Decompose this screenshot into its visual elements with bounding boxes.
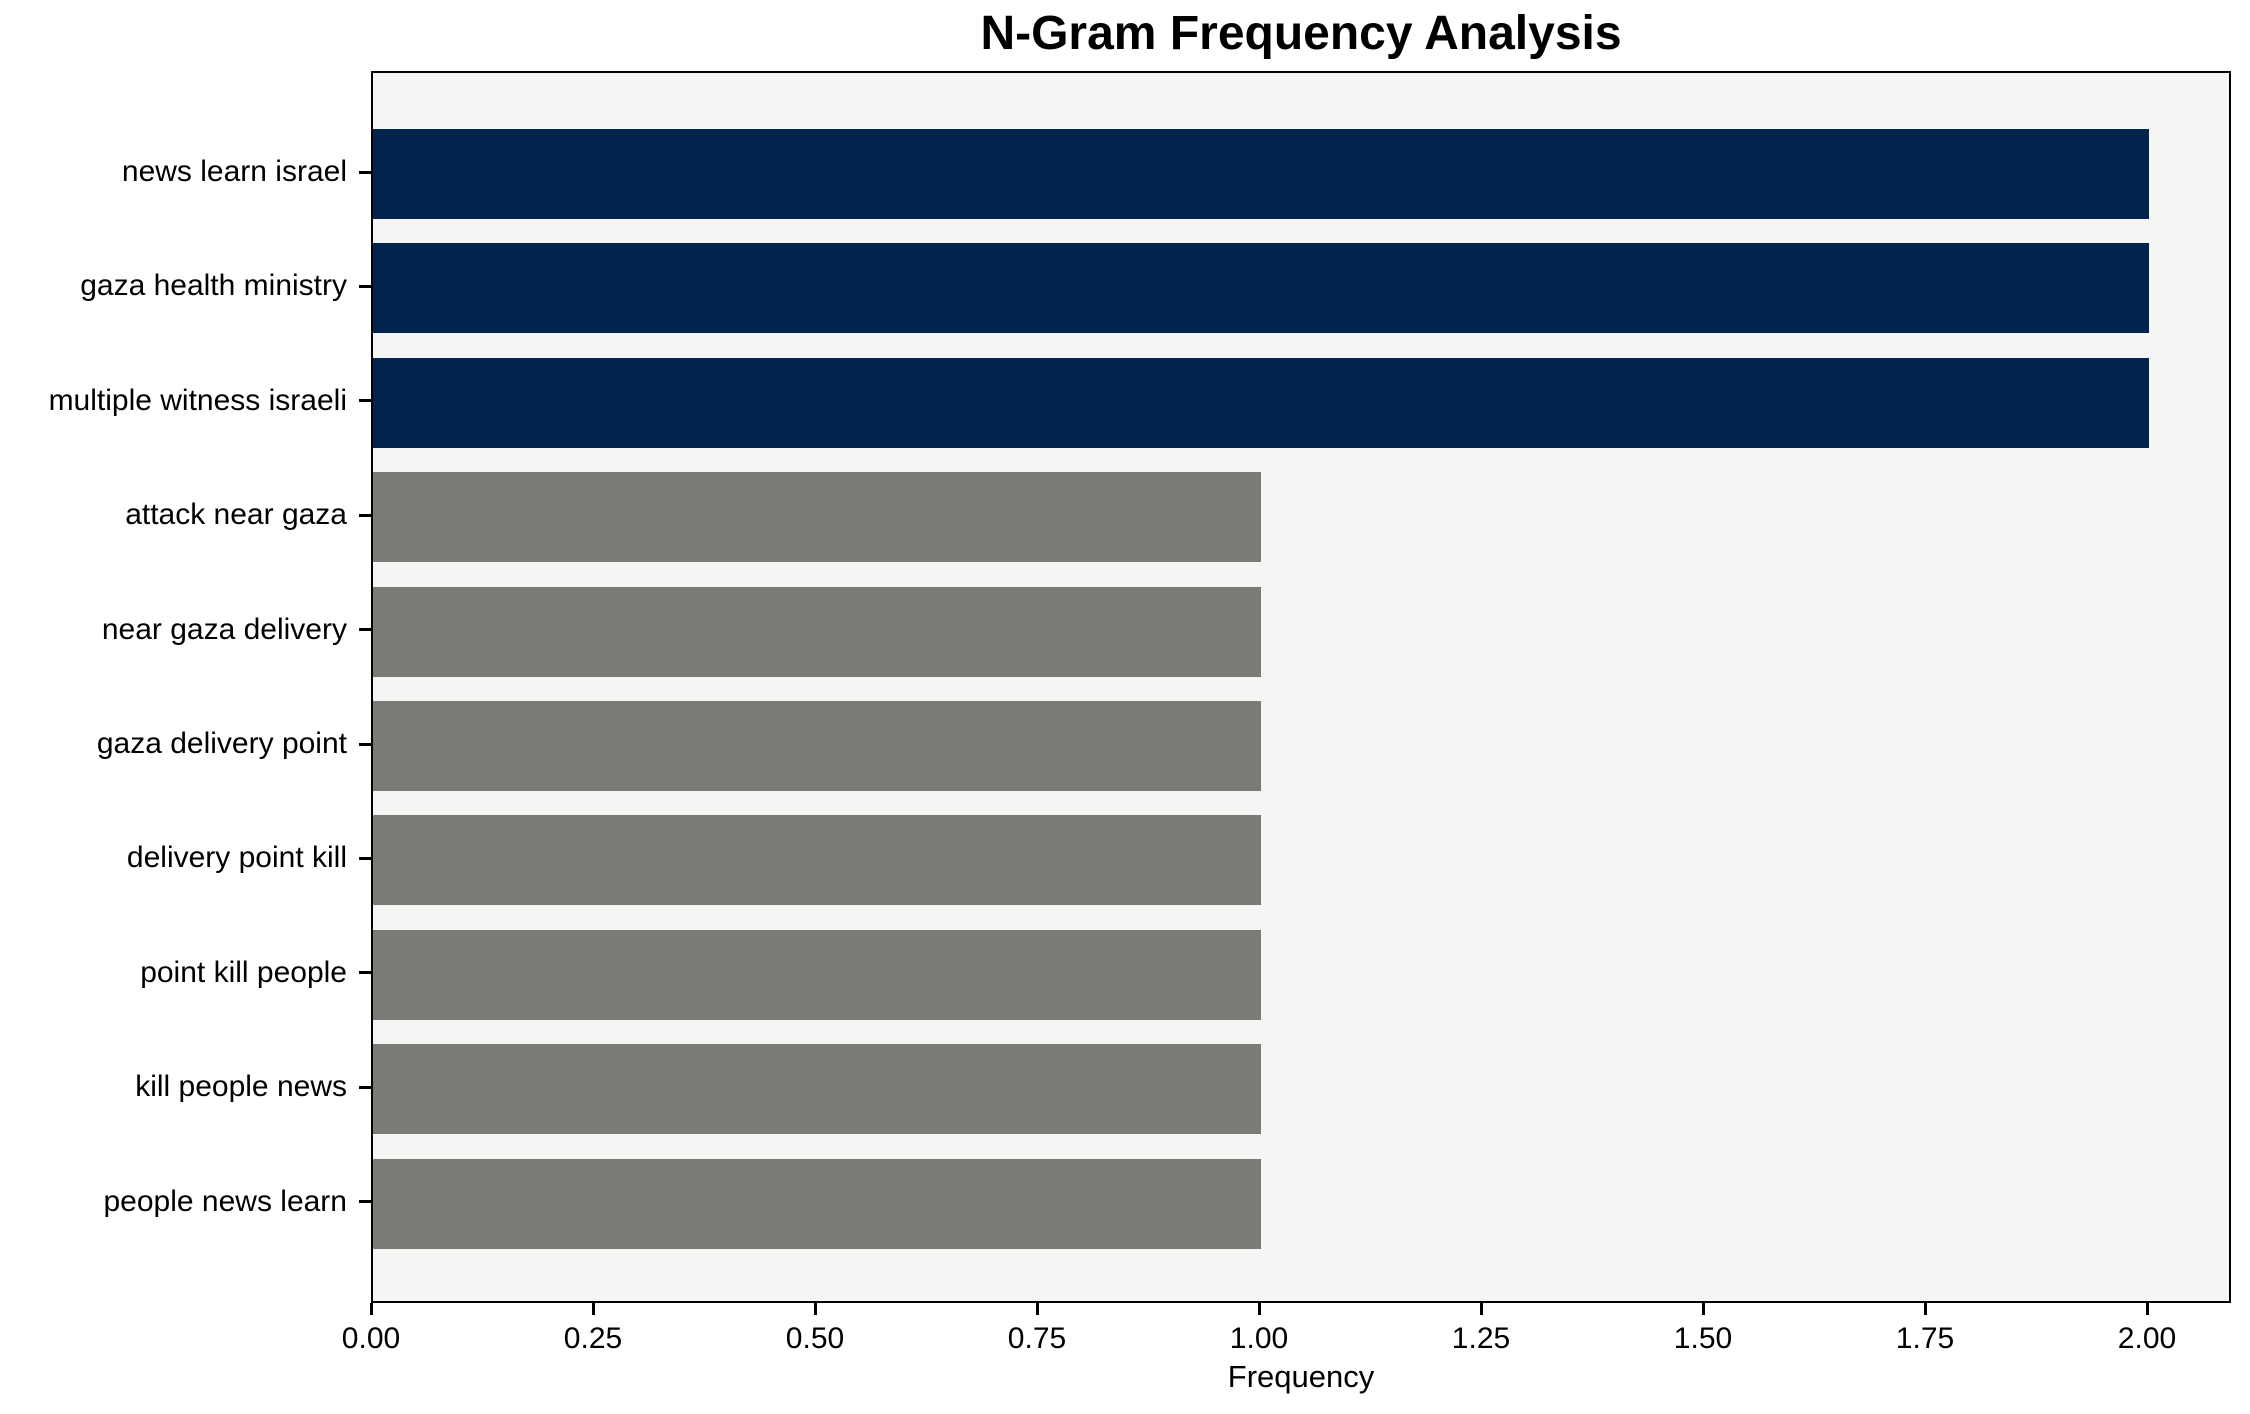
x-tick-label: 2.00	[2117, 1322, 2177, 1355]
y-tick-label: gaza delivery point	[96, 727, 347, 760]
bar	[373, 701, 1261, 791]
x-tick-mark	[1923, 1303, 1927, 1315]
y-tick-label: point kill people	[140, 955, 347, 989]
y-tick-mark	[359, 284, 371, 288]
x-tick-mark	[2145, 1303, 2149, 1315]
bar	[373, 1044, 1261, 1135]
y-tick-label: multiple witness israeli	[48, 383, 347, 417]
y-tick-label: people news learn	[103, 1184, 347, 1218]
bar	[373, 929, 1261, 1020]
x-tick-label: 0.50	[785, 1322, 845, 1355]
y-tick-label: news learn israel	[121, 155, 347, 188]
y-tick-mark	[359, 628, 371, 632]
x-axis-label: Frequency	[1227, 1359, 1375, 1394]
x-tick-label: 1.00	[1229, 1322, 1289, 1355]
y-tick-label: near gaza delivery	[101, 612, 347, 646]
x-tick-mark	[369, 1303, 373, 1315]
y-tick-mark	[359, 399, 371, 403]
y-tick-label: gaza health ministry	[80, 269, 347, 303]
bar	[373, 129, 2149, 219]
x-tick-mark	[1035, 1303, 1039, 1315]
x-tick-mark	[813, 1303, 817, 1315]
x-tick-label: 0.00	[341, 1322, 401, 1355]
y-tick-mark	[359, 1200, 371, 1204]
plot-area	[371, 71, 2231, 1303]
x-tick-mark	[591, 1303, 595, 1315]
y-tick-mark	[359, 742, 371, 746]
x-tick-mark	[1701, 1303, 1705, 1315]
bar	[373, 586, 1261, 677]
y-tick-label: delivery point kill	[126, 841, 347, 875]
bar	[373, 243, 2149, 334]
y-tick-label: attack near gaza	[125, 498, 347, 532]
y-tick-label: kill people news	[135, 1070, 347, 1104]
bar	[373, 357, 2149, 448]
x-tick-label: 0.25	[563, 1322, 623, 1355]
x-tick-mark	[1479, 1303, 1483, 1315]
y-tick-mark	[359, 971, 371, 975]
x-tick-mark	[1257, 1303, 1261, 1315]
x-tick-label: 1.50	[1673, 1322, 1733, 1355]
y-tick-mark	[359, 856, 371, 860]
y-tick-mark	[359, 170, 371, 174]
bar	[373, 472, 1261, 563]
x-tick-label: 0.75	[1007, 1322, 1067, 1355]
y-tick-mark	[359, 1085, 371, 1089]
x-tick-label: 1.25	[1451, 1322, 1511, 1355]
bar	[373, 1158, 1261, 1249]
chart-title: N-Gram Frequency Analysis	[980, 7, 1622, 60]
x-tick-label: 1.75	[1895, 1322, 1955, 1355]
bar	[373, 815, 1261, 906]
y-tick-mark	[359, 513, 371, 517]
